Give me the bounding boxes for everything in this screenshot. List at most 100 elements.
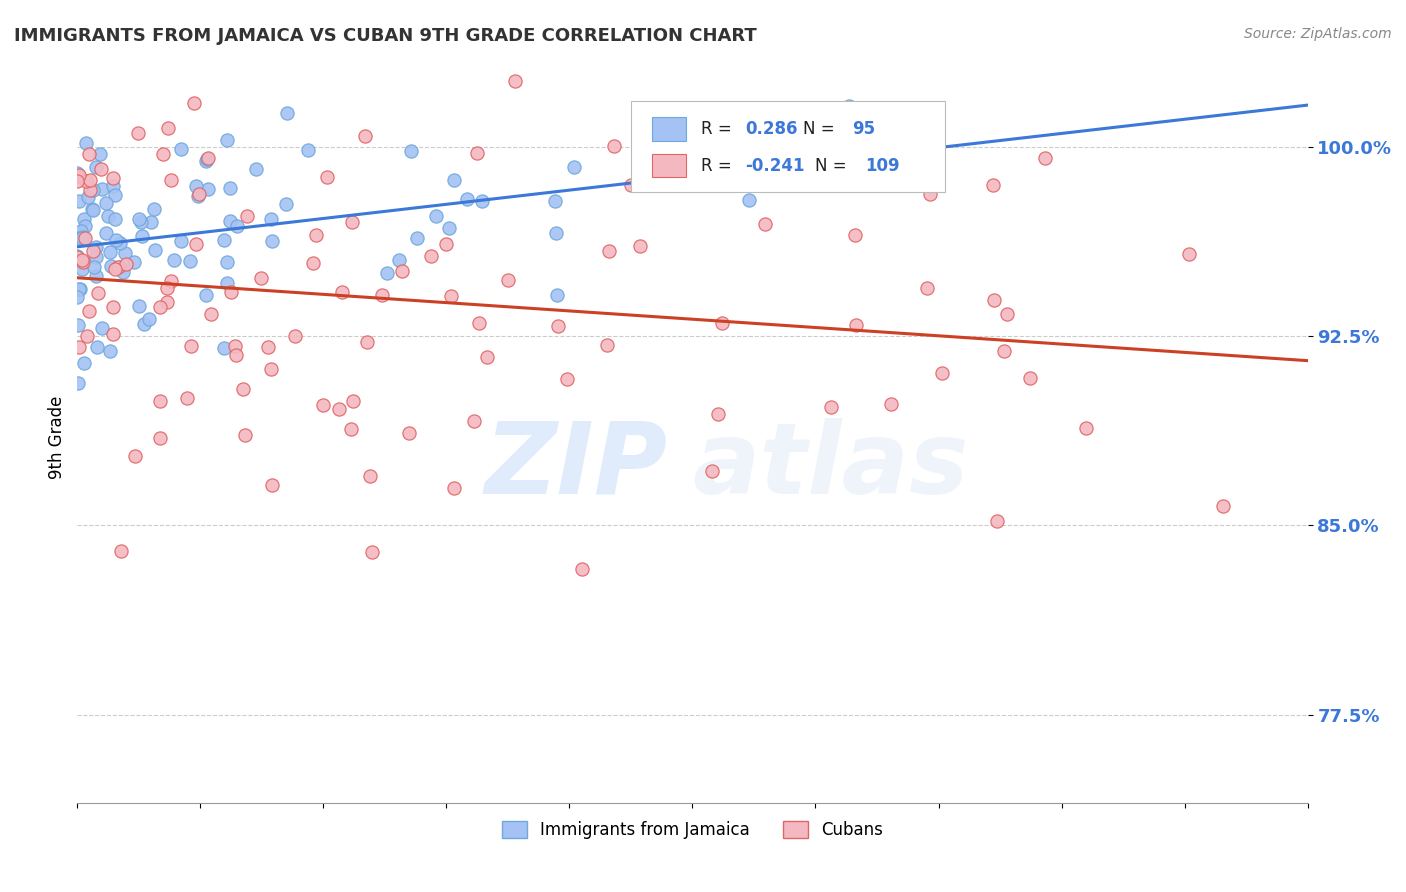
Point (163, 253, 186, 268)
Point (200, 307, 222, 321)
Point (547, 319, 569, 334)
Point (79, 173, 101, 187)
Point (425, 209, 447, 223)
Point (124, 449, 146, 463)
Point (845, 318, 868, 332)
Point (115, 257, 138, 271)
Point (104, 187, 127, 202)
Point (66, 166, 89, 180)
Point (676, 116, 699, 130)
Point (316, 169, 339, 184)
Point (82, 202, 104, 216)
Point (186, 236, 208, 251)
Point (149, 300, 172, 314)
Bar (652, 154, 686, 178)
Point (101, 171, 124, 186)
Point (84, 250, 107, 264)
Point (245, 162, 267, 177)
Point (66, 248, 89, 262)
Point (101, 300, 124, 314)
Point (399, 144, 422, 158)
Point (75, 136, 97, 150)
Point (159, 274, 181, 288)
Point (463, 414, 485, 428)
Point (105, 233, 128, 247)
Point (297, 143, 319, 157)
Point (214, 233, 236, 247)
Text: -0.241: -0.241 (745, 157, 804, 175)
Point (112, 264, 135, 278)
Point (67, 168, 90, 182)
Point (197, 182, 219, 196)
Point (356, 335, 378, 350)
Point (737, 194, 759, 208)
Point (754, 217, 776, 231)
Point (544, 194, 567, 209)
Point (195, 152, 218, 166)
Point (122, 255, 145, 269)
Point (598, 244, 620, 259)
Point (149, 394, 172, 409)
Point (1178, 247, 1201, 261)
Point (235, 209, 257, 223)
Point (139, 215, 162, 229)
Point (76, 329, 98, 343)
Point (276, 106, 298, 120)
Point (69, 283, 91, 297)
Point (195, 153, 218, 168)
Point (77, 147, 100, 161)
Point (361, 544, 384, 558)
Point (468, 317, 491, 331)
Point (1074, 420, 1097, 434)
Point (110, 543, 132, 558)
Point (838, 178, 860, 192)
Point (225, 348, 247, 362)
Point (73, 356, 96, 370)
Point (170, 234, 193, 248)
Point (215, 277, 238, 291)
Point (82, 203, 104, 218)
Text: ZIP: ZIP (485, 417, 668, 515)
Point (66, 169, 89, 183)
Point (75, 174, 97, 188)
Point (302, 255, 325, 269)
Point (439, 289, 461, 303)
Point (176, 391, 198, 405)
Point (114, 246, 136, 260)
Text: Source: ZipAtlas.com: Source: ZipAtlas.com (1244, 27, 1392, 41)
Point (69, 224, 91, 238)
Point (983, 293, 1005, 307)
Point (89, 147, 111, 161)
Point (420, 249, 443, 263)
Point (353, 128, 375, 143)
Point (311, 398, 333, 412)
Point (328, 402, 350, 417)
Point (129, 215, 152, 229)
Point (110, 235, 132, 250)
Point (232, 382, 254, 396)
Point (443, 173, 465, 187)
Point (77, 190, 100, 204)
Point (305, 227, 328, 242)
Point (443, 481, 465, 495)
Point (73, 212, 96, 227)
Point (72, 230, 94, 244)
Point (562, 160, 585, 174)
Point (226, 219, 249, 233)
Point (620, 178, 643, 192)
Point (931, 367, 953, 381)
Point (218, 180, 240, 194)
Point (375, 266, 398, 280)
Point (274, 197, 297, 211)
Point (820, 401, 842, 415)
Point (546, 288, 568, 302)
Point (107, 260, 129, 274)
Point (96, 227, 118, 241)
Point (260, 212, 283, 227)
Point (470, 194, 492, 209)
Point (284, 328, 307, 343)
Point (628, 239, 651, 253)
Point (67, 282, 90, 296)
Point (156, 294, 179, 309)
Point (98, 245, 121, 260)
